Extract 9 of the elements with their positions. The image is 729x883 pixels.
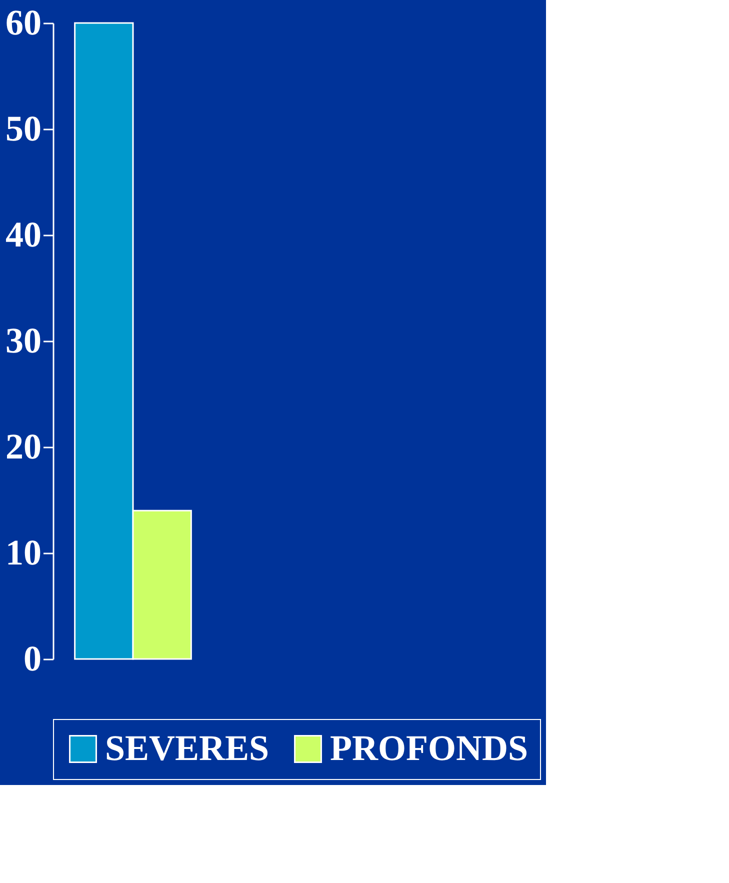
legend-label: PROFONDS bbox=[330, 728, 528, 768]
y-tick-label: 40 bbox=[6, 214, 42, 254]
legend-label: SEVERES bbox=[105, 728, 270, 768]
y-tick-label: 0 bbox=[24, 638, 42, 678]
y-tick-label: 10 bbox=[6, 532, 42, 572]
y-tick-label: 30 bbox=[6, 320, 42, 360]
y-tick-label: 20 bbox=[6, 426, 42, 466]
y-tick-label: 60 bbox=[6, 2, 42, 42]
y-tick-label: 50 bbox=[6, 108, 42, 148]
